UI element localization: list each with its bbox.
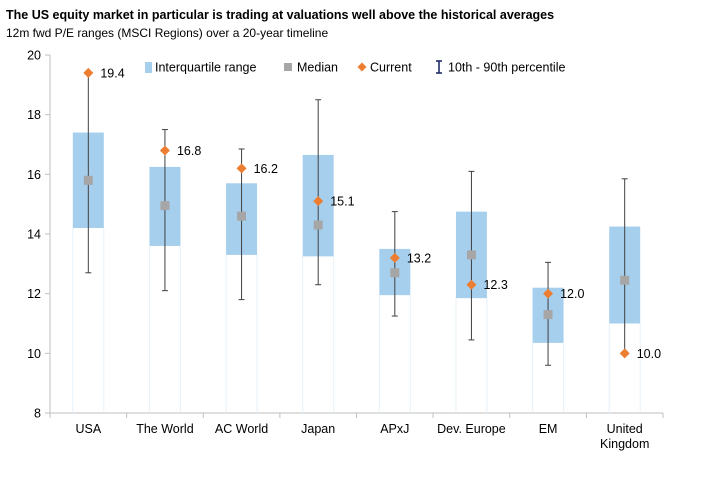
chart-title: The US equity market in particular is tr… [6,8,555,22]
current-value-label: 15.1 [330,195,354,209]
y-tick-label: 10 [27,347,41,361]
current-value-label: 12.3 [483,278,507,292]
median-marker [620,275,630,285]
current-value-label: 12.0 [560,287,584,301]
current-marker [389,252,400,263]
y-tick-label: 18 [27,108,41,122]
y-tick-label: 8 [34,407,41,421]
y-tick-label: 12 [27,287,41,301]
current-value-label: 10.0 [637,347,661,361]
current-marker [313,196,324,207]
median-marker [543,310,553,320]
legend-current-label: Current [370,61,412,75]
legend-current-swatch [357,62,367,72]
median-marker [390,268,400,278]
legend-iqr-label: Interquartile range [155,61,257,75]
current-value-label: 19.4 [100,66,124,80]
x-tick-label: Dev. Europe [437,422,506,436]
legend-median-swatch [284,63,292,71]
chart-subtitle: 12m fwd P/E ranges (MSCI Regions) over a… [6,26,329,40]
current-value-label: 16.2 [254,162,278,176]
x-tick-label: AC World [215,422,268,436]
legend-median-label: Median [297,61,338,75]
median-marker [313,220,323,230]
current-value-label: 13.2 [407,251,431,265]
x-tick-label: The World [136,422,193,436]
current-marker [159,145,170,156]
legend-iqr-swatch [145,62,152,73]
median-marker [83,175,93,185]
current-marker [83,67,94,78]
current-marker [543,288,554,299]
current-value-label: 16.8 [177,144,201,158]
legend-percentile-label: 10th - 90th percentile [448,61,565,75]
x-tick-label: USA [75,422,101,436]
y-tick-label: 14 [27,228,41,242]
median-marker [160,201,170,211]
current-marker [466,279,477,290]
median-marker [237,211,247,221]
x-tick-label: Japan [301,422,335,436]
y-tick-label: 16 [27,168,41,182]
current-marker [619,348,630,359]
current-marker [236,163,247,174]
x-tick-label: APxJ [380,422,409,436]
x-tick-label: EM [539,422,558,436]
y-tick-label: 20 [27,49,41,63]
x-tick-label: United Kingdom [600,422,649,451]
median-marker [466,250,476,260]
